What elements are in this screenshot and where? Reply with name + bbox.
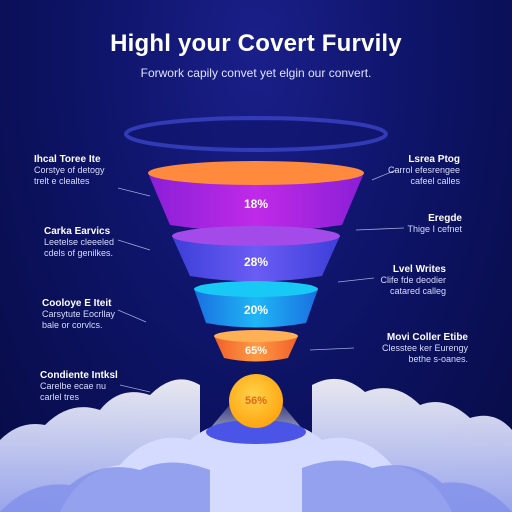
right-note-2-heading: Eregde [428, 213, 462, 224]
segment-1-label: 18% [243, 197, 269, 211]
right-note-3-line-1: Clife fde deodier [380, 275, 446, 285]
funnel-segment-1 [148, 161, 364, 232]
right-note-1-line-2: cafeel calles [410, 176, 460, 186]
left-note-4: Condiente Intksl Carelbe ecae nu carlel … [40, 370, 150, 403]
segment-3-label: 20% [243, 303, 269, 317]
left-note-4-line-2: carlel tres [40, 392, 80, 402]
left-note-2-line-2: cdels of genilkes. [44, 248, 114, 258]
right-note-4-line-1: Clesstee ker Eurengy [381, 343, 468, 353]
right-note-2: Eregde Thige I cefnet [362, 213, 462, 235]
left-note-2-heading: Carka Earvics [44, 226, 111, 237]
right-note-4-line-2: bethe s-oanes. [408, 354, 468, 364]
drop-label: 56% [244, 395, 268, 407]
right-note-3-line-2: catared calleg [389, 286, 446, 296]
funnel-segment-4 [214, 330, 298, 362]
left-note-1: Ihcal Toree Ite Corstye of detogy trelt … [34, 154, 144, 187]
cloud-layer [0, 378, 512, 512]
funnel-rim [124, 116, 388, 152]
right-note-3: Lvel Writes Clife fde deodier catared ca… [336, 264, 446, 297]
right-note-1: Lsrea Ptog Carrol efesrengee cafeel call… [352, 154, 460, 187]
left-note-1-heading: Ihcal Toree Ite [34, 154, 101, 165]
funnel-segment-3 [194, 281, 318, 328]
right-note-4-heading: Movi Coller Etibe [386, 332, 468, 343]
funnel-segment-2 [172, 226, 340, 282]
page-subtitle: Forwork capily convet yet elgin our conv… [140, 66, 372, 80]
funnel-drop [229, 374, 283, 428]
left-note-3-line-2: bale or corvlcs. [42, 320, 103, 330]
left-note-2: Carka Earvics Leetelse cleeeled cdels of… [44, 226, 154, 259]
right-note-3-heading: Lvel Writes [392, 264, 446, 275]
page-title: Highl your Covert Furvily [110, 30, 402, 57]
right-note-1-heading: Lsrea Ptog [408, 154, 460, 165]
left-note-1-line-2: trelt e clealtes [34, 176, 90, 186]
segment-4-label: 65% [244, 345, 268, 357]
segment-2-label: 28% [243, 255, 269, 269]
left-note-2-line-1: Leetelse cleeeled [44, 237, 115, 247]
left-note-1-line-1: Corstye of detogy [34, 165, 105, 175]
left-note-4-line-1: Carelbe ecae nu [40, 381, 107, 391]
funnel-base [206, 420, 306, 444]
left-note-3-line-1: Carsytute Eocrllay [42, 309, 116, 319]
right-note-1-line-1: Carrol efesrengee [387, 165, 460, 175]
left-note-3: Cooloye E Iteit Carsytute Eocrllay bale … [42, 298, 152, 331]
left-note-4-heading: Condiente Intksl [40, 370, 118, 381]
connector-lines [117, 169, 405, 393]
right-note-2-line-1: Thige I cefnet [407, 224, 462, 234]
right-note-4: Movi Coller Etibe Clesstee ker Eurengy b… [346, 332, 468, 365]
left-note-3-heading: Cooloye E Iteit [42, 298, 112, 309]
